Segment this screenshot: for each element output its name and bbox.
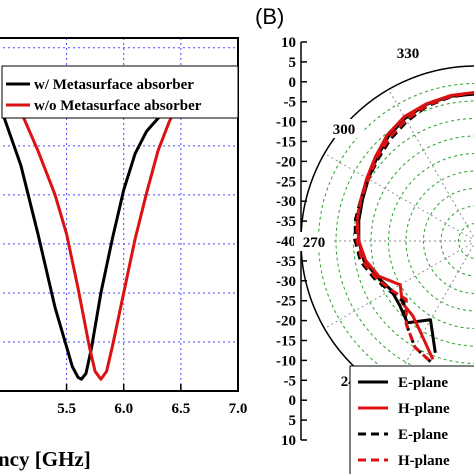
x-tick-label: 6.0 — [114, 401, 133, 417]
radial-tick-label: -25 — [276, 294, 296, 310]
x-tick-label: 6.5 — [171, 401, 190, 417]
s11-legend: w/ Metasurface absorber w/o Metasurface … — [1, 65, 239, 119]
s11-legend-box — [1, 65, 239, 119]
radial-tick-label: 5 — [289, 55, 297, 71]
s11-x-ticks: 5.5 6.0 6.5 7.0 — [57, 384, 247, 417]
radial-tick-label: -35 — [276, 214, 296, 230]
legend-label-without-absorber: w/o Metasurface absorber — [34, 98, 202, 114]
polar-ring — [458, 223, 474, 259]
radial-tick-label: -20 — [276, 154, 296, 170]
angle-label-bg — [324, 119, 364, 138]
radial-tick-label: -5 — [284, 95, 297, 111]
radial-tick-label: -15 — [276, 135, 296, 151]
radial-tick-label: 0 — [289, 75, 297, 91]
pattern-h-plane-solid — [355, 91, 474, 361]
pattern-h-plane-dashed — [355, 91, 474, 364]
radial-tick-label: 10 — [281, 35, 296, 51]
legend-label-h-plane-dashed: H-plane — [398, 453, 450, 469]
pattern-legend-box — [349, 365, 474, 474]
radial-tick-label: -10 — [276, 115, 296, 131]
radial-tick-label: -35 — [276, 254, 296, 270]
s11-x-axis-label: ncy [GHz] — [0, 447, 91, 471]
angle-label: 300 — [333, 122, 356, 138]
polar-spoke — [324, 241, 474, 329]
s11-chart: 5.5 6.0 6.5 7.0 w/ Metasurface absorber w/o… — [0, 37, 247, 471]
angle-label: 270 — [303, 235, 326, 251]
polar-spoke — [388, 89, 474, 239]
radial-tick-label: -20 — [276, 314, 296, 330]
polar-ring — [353, 118, 474, 364]
radial-tick-label: -30 — [276, 274, 296, 290]
radial-tick-label: 0 — [289, 393, 297, 409]
radial-tick-label: -10 — [276, 353, 296, 369]
s11-plot-frame — [0, 37, 239, 392]
radial-tick-label: 5 — [289, 413, 297, 429]
radial-tick-label: -15 — [276, 334, 296, 350]
x-tick-label: 7.0 — [229, 401, 248, 417]
angle-label: 330 — [397, 46, 420, 62]
legend-label-e-plane-solid: E-plane — [398, 375, 448, 391]
radial-tick-label: -5 — [284, 373, 297, 389]
pattern-e-plane-solid — [357, 92, 474, 354]
polar-ring — [423, 188, 474, 294]
angle-label-bg — [388, 43, 428, 62]
legend-label-e-plane-dashed: E-plane — [398, 427, 448, 443]
radial-tick-label: -30 — [276, 194, 296, 210]
legend-label-with-absorber: w/ Metasurface absorber — [34, 77, 194, 93]
radial-tick-label: 10 — [281, 433, 296, 449]
angle-label-bg — [294, 232, 334, 251]
radial-tick-label: -40 — [276, 234, 296, 250]
pattern-series — [353, 91, 474, 364]
radial-tick-label: -25 — [276, 174, 296, 190]
pattern-legend: E-plane H-plane E-plane H-plane — [349, 365, 474, 474]
panel-label-b: (B) — [255, 4, 284, 29]
radial-scale-ticks: 10 5 0 -5 -10 -15 -20 -25 -30 -35 -40 -35 -30 -25 -20 -… — [276, 35, 307, 449]
radiation-pattern-chart: (B) 10 5 0 -5 -10 -15 -20 -25 -30 -35 -40 -35 -30 -25… — [255, 4, 474, 474]
polar-spoke — [324, 153, 474, 241]
legend-label-h-plane-solid: H-plane — [398, 401, 450, 417]
x-tick-label: 5.5 — [57, 401, 76, 417]
